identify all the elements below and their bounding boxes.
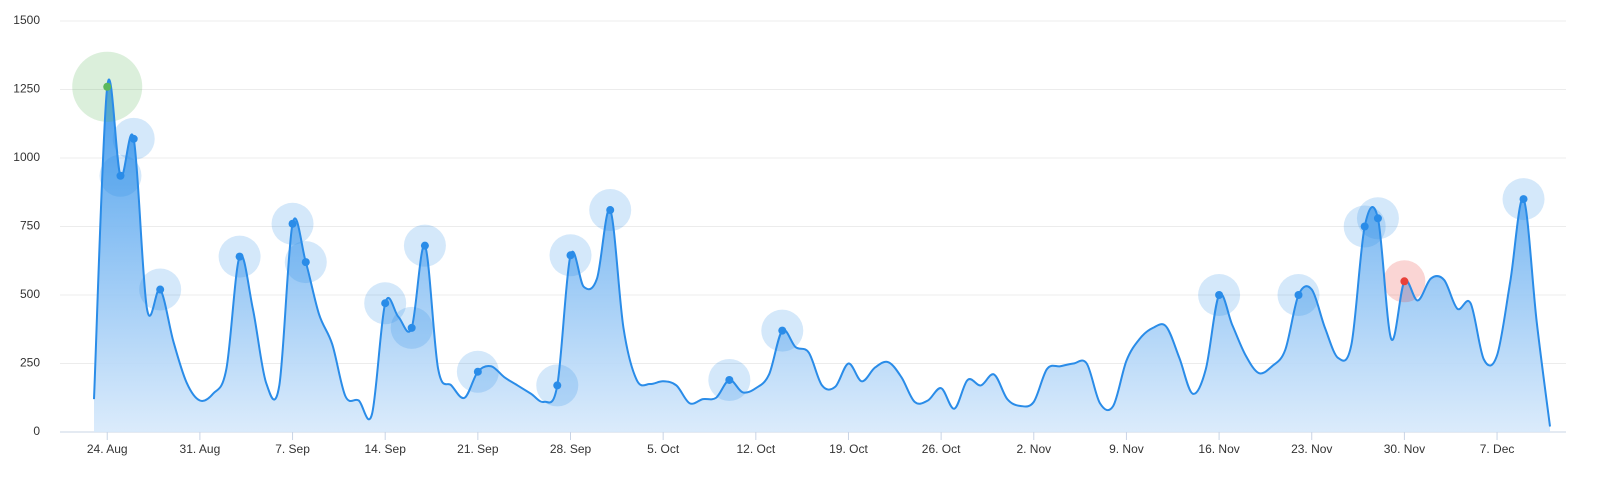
point: [1360, 222, 1369, 231]
point: [288, 219, 297, 228]
point: [1373, 214, 1382, 223]
point: [1215, 291, 1224, 299]
x-tick-label: 28. Sep: [550, 442, 592, 456]
area: [94, 79, 1550, 432]
point: [235, 252, 244, 261]
point: [778, 326, 787, 335]
y-tick-label: 500: [20, 287, 40, 301]
x-tick-label: 12. Oct: [736, 442, 775, 456]
point: [116, 171, 125, 180]
point: [566, 251, 575, 260]
x-tick-label: 9. Nov: [1109, 442, 1144, 456]
point: [420, 241, 429, 250]
point: [156, 285, 165, 294]
y-tick-label: 1250: [13, 82, 40, 96]
y-tick-label: 250: [20, 356, 40, 370]
point: [103, 82, 112, 91]
x-tick-label: 21. Sep: [457, 442, 499, 456]
point: [1519, 195, 1528, 204]
point: [301, 258, 310, 267]
y-tick-label: 750: [20, 219, 40, 233]
x-tick-label: 2. Nov: [1016, 442, 1051, 456]
point: [1294, 291, 1303, 299]
point: [407, 323, 416, 332]
x-tick-label: 16. Nov: [1198, 442, 1239, 456]
x-tick-label: 26. Oct: [922, 442, 961, 456]
y-tick-label: 0: [33, 424, 40, 438]
x-tick-label: 5. Oct: [647, 442, 680, 456]
x-tick-label: 24. Aug: [87, 442, 128, 456]
x-tick-label: 30. Nov: [1384, 442, 1425, 456]
point: [553, 381, 562, 390]
point: [725, 375, 734, 384]
point: [606, 206, 615, 215]
y-tick-label: 1000: [13, 150, 40, 164]
point: [129, 134, 138, 143]
x-tick-label: 7. Dec: [1480, 442, 1515, 456]
x-tick-label: 23. Nov: [1291, 442, 1332, 456]
point: [381, 299, 390, 308]
y-tick-label: 1500: [13, 13, 40, 27]
point: [473, 367, 482, 376]
x-tick-label: 19. Oct: [829, 442, 868, 456]
x-tick-label: 31. Aug: [180, 442, 221, 456]
point: [1400, 277, 1409, 286]
x-tick-label: 14. Sep: [365, 442, 407, 456]
x-tick-label: 7. Sep: [275, 442, 310, 456]
